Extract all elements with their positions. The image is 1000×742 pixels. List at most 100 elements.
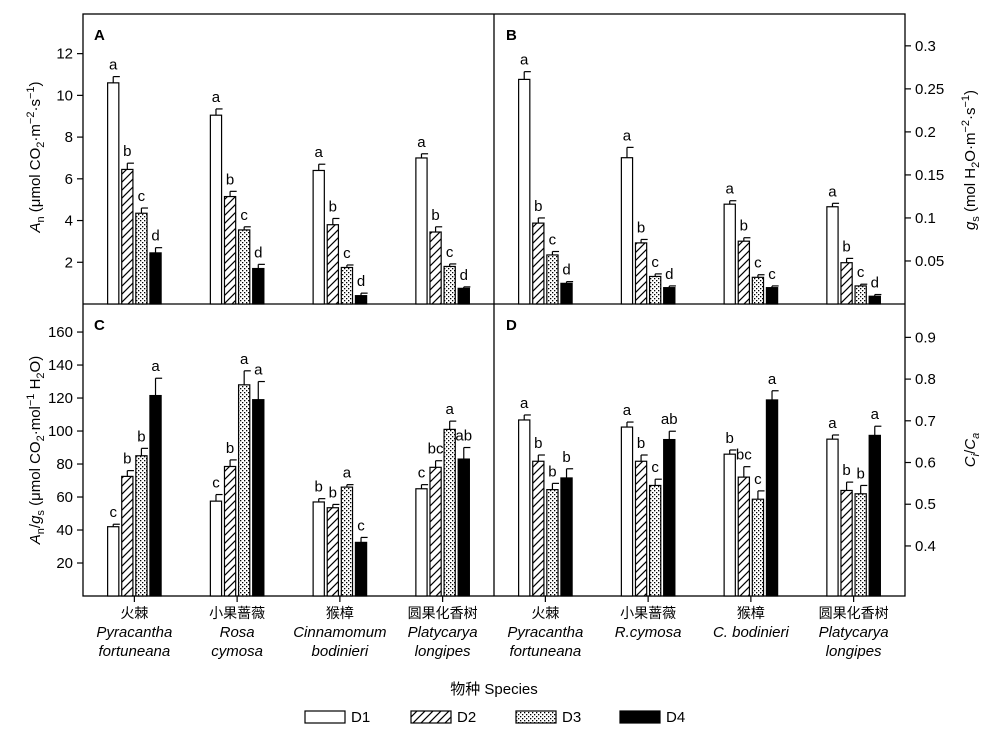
bar-d3 (751, 498, 765, 597)
significance-label: b (842, 462, 850, 479)
bar-d1 (415, 488, 428, 597)
bar-d2 (532, 222, 545, 305)
bar-d4 (560, 477, 573, 597)
y-tick-label: 0.2 (915, 124, 936, 141)
significance-label: a (417, 134, 426, 151)
significance-label: b (534, 198, 542, 215)
bar-d4 (354, 295, 368, 305)
bar-d4 (457, 458, 470, 597)
category-label-cn: 猴樟 (326, 605, 354, 622)
category-label-species: cymosa (211, 643, 263, 660)
significance-label: d (151, 228, 159, 245)
bar-d4 (663, 287, 676, 305)
bar-d4 (252, 399, 265, 597)
bar-d3 (443, 428, 456, 597)
legend-label-d2: D2 (457, 709, 476, 726)
bar-d3 (751, 276, 765, 305)
bar-d4 (868, 434, 881, 597)
bar-d1 (518, 78, 531, 305)
significance-label: a (828, 183, 837, 200)
category-label-cn: 小果蔷薇 (209, 606, 265, 622)
significance-label: d (254, 244, 262, 261)
bar-d4 (765, 399, 779, 597)
x-category-labels: 火棘 Pyracantha fortuneana 小果蔷薇 Rosa cymosa 猴樟 Ci… (96, 605, 888, 660)
significance-label: a (828, 415, 837, 432)
bar-d4 (354, 541, 368, 597)
significance-label: b (548, 463, 556, 480)
y-tick-label: 100 (48, 423, 73, 440)
significance-label: d (562, 262, 570, 279)
bar-d4 (457, 287, 470, 305)
significance-label: b (857, 465, 865, 482)
y-tick-label: 60 (56, 489, 73, 506)
bar-d1 (723, 453, 736, 597)
significance-label: a (109, 57, 118, 74)
significance-label: b (226, 440, 234, 457)
significance-label: c (357, 517, 365, 534)
y-tick-label: 160 (48, 324, 73, 341)
legend-label-d1: D1 (351, 709, 370, 726)
bar-d3 (546, 489, 559, 597)
legend-label-d4: D4 (666, 709, 685, 726)
bar-d3 (135, 455, 148, 597)
significance-label: c (857, 264, 865, 281)
bar-d1 (723, 203, 736, 305)
bar-d2 (429, 466, 442, 597)
legend-item-d3: D3 (515, 709, 581, 726)
significance-label: bc (736, 447, 752, 464)
significance-label: b (226, 171, 234, 188)
ylabel-an: An (μmol CO2·m−2·s−1) (25, 81, 47, 233)
y-tick-label: 0.6 (915, 455, 936, 472)
bar-d1 (209, 114, 223, 305)
legend-swatch-d1 (304, 710, 346, 724)
significance-label: ab (455, 428, 472, 445)
bar-d2 (634, 242, 648, 305)
y-tick-label: 0.4 (915, 538, 936, 555)
significance-label: b (137, 428, 145, 445)
category-label-species: bodinieri (312, 643, 369, 660)
bar-d2 (326, 507, 340, 597)
y-tick-label: 0.1 (915, 210, 936, 227)
y-tick-label: 0.25 (915, 81, 944, 98)
y-tick-label: 40 (56, 522, 73, 539)
significance-label: a (520, 52, 529, 69)
significance-label: c (343, 245, 351, 262)
significance-label: b (637, 219, 645, 236)
bar-d4 (560, 282, 573, 305)
category-label-species: Platycarya (408, 624, 478, 641)
category-label-species: C. bodinieri (713, 624, 790, 641)
significance-label: a (240, 351, 249, 368)
significance-label: c (754, 471, 762, 488)
x-axis-title: 物种 Species (450, 681, 538, 698)
significance-label: a (446, 401, 455, 418)
category-label-species: Platycarya (819, 624, 889, 641)
bar-d1 (107, 82, 120, 305)
y-tick-label: 10 (56, 87, 73, 104)
bar-d2 (737, 240, 751, 305)
bar-d2 (121, 168, 134, 305)
significance-label: b (842, 238, 850, 255)
significance-label: d (357, 273, 365, 290)
significance-label: d (871, 275, 879, 292)
significance-label: a (212, 89, 221, 106)
bar-d4 (252, 267, 265, 305)
y-tick-label: 0.7 (915, 413, 936, 430)
significance-label: a (151, 358, 160, 375)
category-label-cn: 圆果化香树 (819, 606, 889, 622)
bar-d1 (826, 206, 839, 305)
bar-d2 (532, 460, 545, 597)
category-label-species: longipes (826, 643, 882, 660)
ylabel-gs: gs (mol H2O·m−2·s−1) (960, 90, 982, 230)
significance-label: bc (428, 441, 444, 458)
legend-label-d3: D3 (562, 709, 581, 726)
significance-label: ab (661, 411, 678, 428)
significance-label: a (254, 362, 263, 379)
significance-label: c (418, 465, 426, 482)
chart-marks: 24681012abcdabcdabcdabcd0.050.10.150.20.… (48, 38, 944, 602)
y-tick-label: 0.15 (915, 167, 944, 184)
y-tick-label: 0.3 (915, 38, 936, 55)
significance-label: d (665, 266, 673, 283)
y-tick-label: 0.9 (915, 329, 936, 346)
bar-d2 (223, 465, 237, 597)
